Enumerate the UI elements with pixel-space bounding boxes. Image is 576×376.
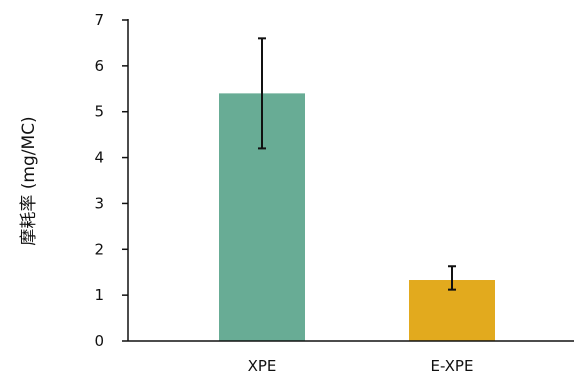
y-tick-labels: 0 1 2 3 4 5 6 7 [94,11,104,350]
y-axis-title: 摩耗率 (mg/MC) [19,116,39,245]
y-axis-ticks [122,19,128,342]
error-bars [258,37,456,291]
y-tick-label: 7 [94,11,104,29]
y-tick-label: 0 [94,332,104,350]
bars [219,93,495,341]
y-tick-label: 3 [94,194,104,212]
y-tick-label: 6 [94,57,104,75]
y-tick-label: 1 [94,286,104,304]
y-tick-label: 5 [94,103,104,121]
x-tick-label: E-XPE [431,357,474,375]
y-tick-label: 4 [94,149,104,167]
error-bar-xpe [258,37,266,150]
x-tick-labels: XPE E-XPE [248,357,474,375]
error-bar-e-xpe [448,265,456,291]
y-tick-label: 2 [94,240,104,258]
x-tick-label: XPE [248,357,277,375]
